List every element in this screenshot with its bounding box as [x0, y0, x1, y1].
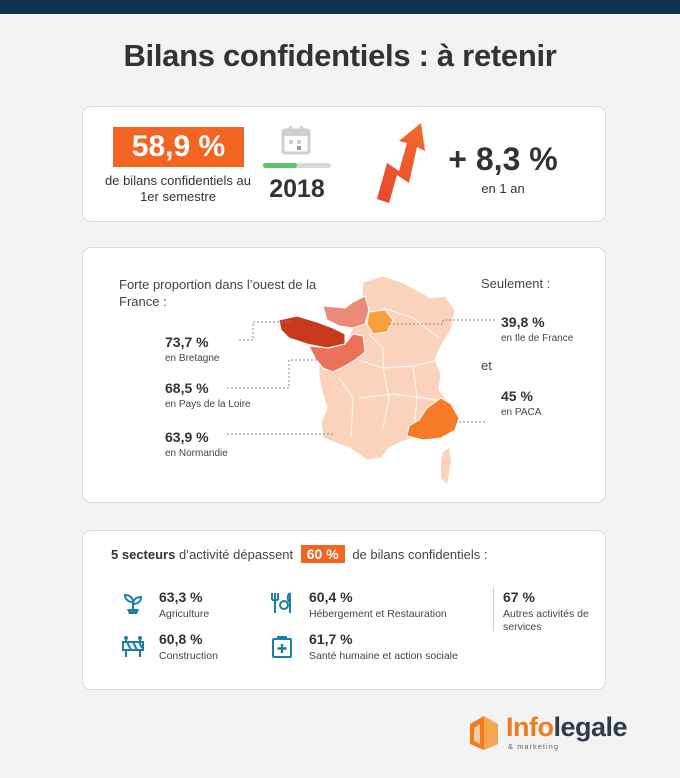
sectors-heading-bold: 5 secteurs	[111, 547, 176, 562]
stat-normandie: 63,9 % en Normandie	[165, 429, 228, 459]
stat-label: en PACA	[501, 407, 542, 418]
region-normandie	[322, 295, 370, 329]
sector-value: 61,7 %	[309, 631, 353, 647]
top-bar	[0, 0, 680, 14]
sector-value: 63,3 %	[159, 589, 203, 605]
sectors-heading: 5 secteurs d’activité dépassent 60 % de …	[111, 545, 487, 563]
sector-label: Agriculture	[159, 608, 210, 620]
sector-divider	[493, 587, 494, 631]
stat-value: 45 %	[501, 388, 533, 404]
stat-ile-de-france: 39,8 % en Ile de France	[501, 314, 573, 344]
stat-value: 68,5 %	[165, 380, 209, 396]
logo-wordmark: Infolegale	[506, 712, 628, 743]
sector-label: Autres activités de services	[503, 608, 589, 633]
year-progress-bar	[263, 163, 331, 168]
sector-value: 60,4 %	[309, 589, 353, 605]
sector-value: 60,8 %	[159, 631, 203, 647]
sector-hebergement-restauration: 60,4 % Hébergement et Restauration	[309, 589, 447, 621]
plant-icon	[123, 593, 143, 614]
stat-label: en Pays de la Loire	[165, 399, 251, 410]
year-label: 2018	[269, 175, 325, 203]
dining-icon	[271, 592, 291, 613]
region-ile-de-france	[366, 309, 394, 335]
infolegale-logo: Infolegale & marketing	[466, 712, 646, 756]
stat-label: en Normandie	[165, 448, 228, 459]
logo-word-part1: Info	[506, 712, 554, 742]
map-right-intro: Seulement :	[481, 276, 551, 291]
sector-autres-services: 67 % Autres activités de services	[503, 589, 603, 634]
stat-label: en Bretagne	[165, 353, 220, 364]
sectors-card: 5 secteurs d’activité dépassent 60 % de …	[82, 530, 606, 690]
stat-pays-de-la-loire: 68,5 % en Pays de la Loire	[165, 380, 251, 410]
logo-word-part2: legale	[553, 712, 628, 742]
island-corse	[441, 448, 451, 484]
stat-value: 39,8 %	[501, 314, 545, 330]
region-paca	[406, 397, 460, 441]
region-pays-de-la-loire	[308, 333, 366, 373]
medical-kit-icon	[272, 636, 292, 658]
stat-label: en Ile de France	[501, 333, 574, 344]
sector-label: Construction	[159, 650, 218, 662]
france-map	[227, 275, 495, 484]
growth-description: en 1 an	[481, 181, 525, 196]
sectors-heading-middle: d’activité dépassent	[178, 547, 294, 562]
threshold-badge: 60 %	[300, 545, 345, 563]
sector-construction: 60,8 % Construction	[159, 631, 218, 663]
page-title: Bilans confidentiels : à retenir	[123, 38, 557, 73]
sector-agriculture: 63,3 % Agriculture	[159, 589, 209, 621]
share-description: de bilans confidentiels au 1er semestre	[105, 173, 251, 204]
sector-sante: 61,7 % Santé humaine et action sociale	[309, 631, 458, 663]
sector-label: Santé humaine et action sociale	[309, 650, 458, 662]
map-intro-text: Forte proportion dans l’ouest de la Fran…	[119, 277, 317, 309]
growth-value: + 8,3 %	[448, 141, 558, 177]
year-progress-fill	[263, 163, 297, 168]
stat-paca: 45 % en PACA	[501, 388, 541, 418]
logo-mark-icon	[470, 716, 498, 750]
map-card: Forte proportion dans l’ouest de la Fran…	[82, 247, 606, 503]
rising-arrow-icon	[377, 123, 425, 203]
sectors-heading-end: de bilans confidentiels :	[352, 547, 488, 562]
logo-tagline: & marketing	[508, 742, 560, 751]
calendar-icon	[281, 126, 311, 155]
summary-card: 58,9 % de bilans confidentiels au 1er se…	[82, 106, 606, 222]
barrier-icon	[122, 636, 144, 657]
stat-bretagne: 73,7 % en Bretagne	[165, 334, 220, 364]
stat-value: 63,9 %	[165, 429, 209, 445]
share-highlight: 58,9 %	[113, 127, 244, 167]
sector-value: 67 %	[503, 589, 535, 605]
sector-label: Hébergement et Restauration	[309, 608, 447, 620]
map-conjunction: et	[481, 358, 492, 373]
stat-value: 73,7 %	[165, 334, 209, 350]
